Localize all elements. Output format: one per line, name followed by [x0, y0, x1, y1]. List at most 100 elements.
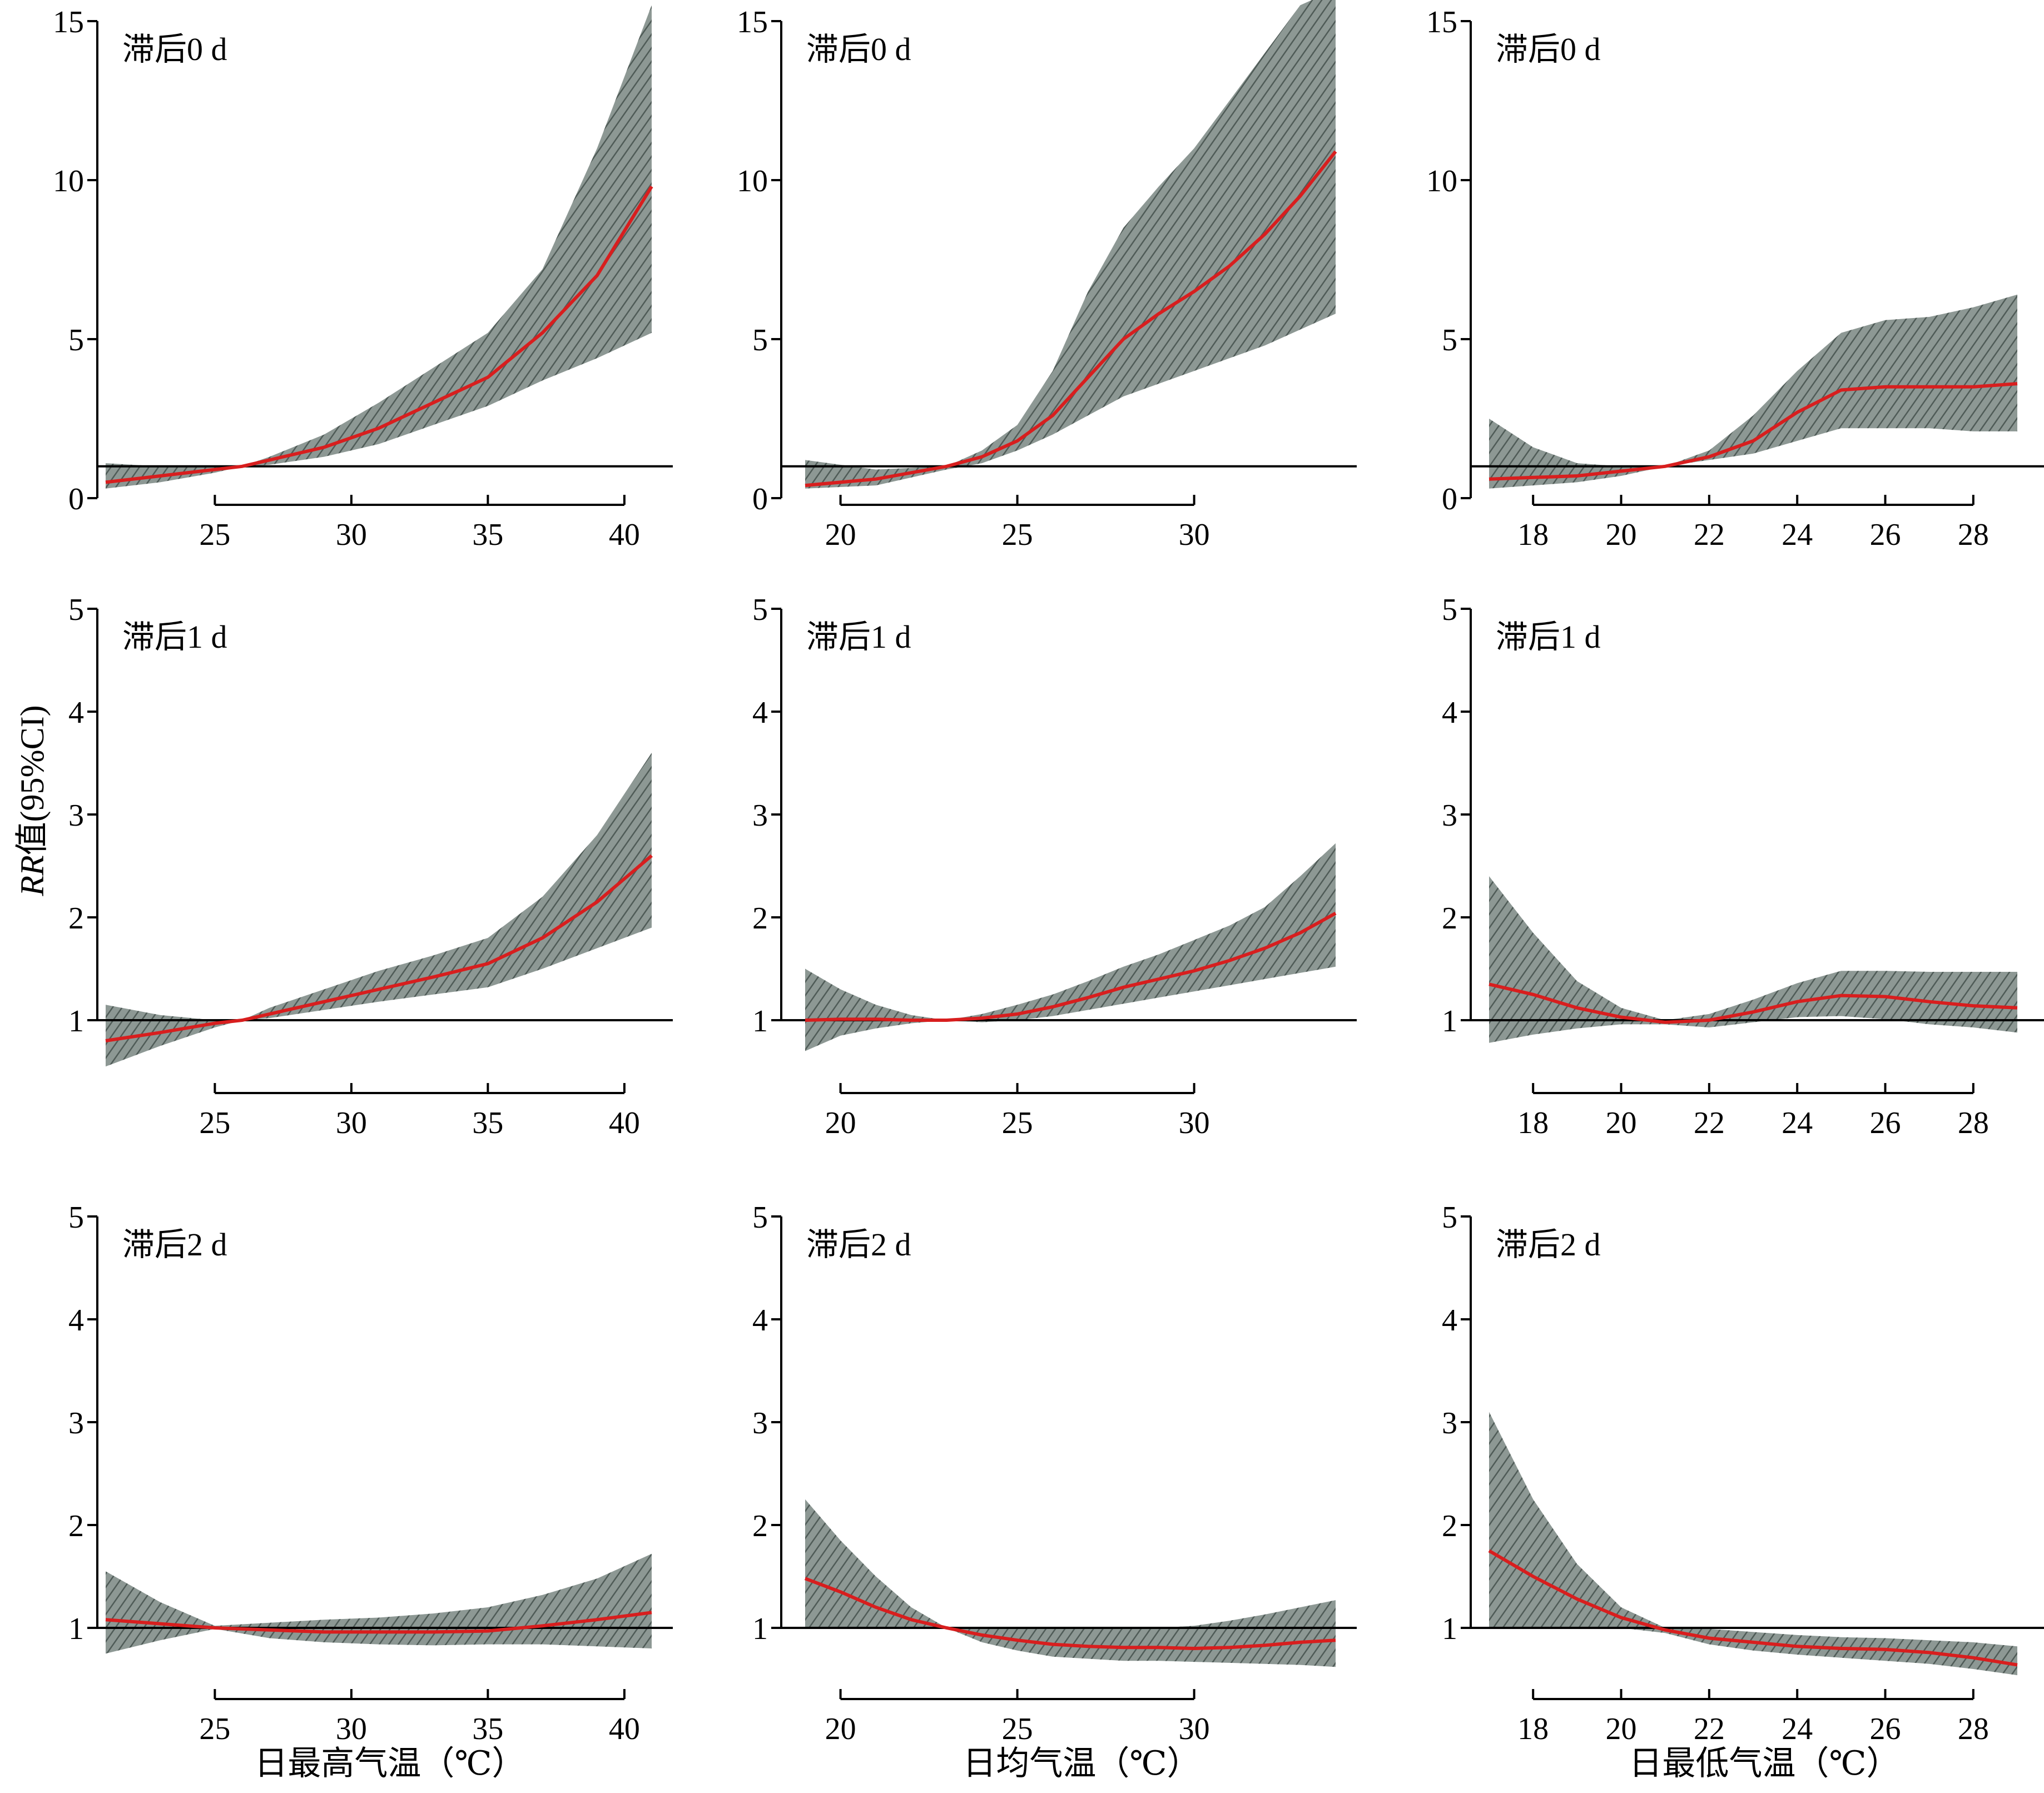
y-tick-label: 2 [1442, 1509, 1457, 1543]
x-tick-label: 24 [1782, 1106, 1813, 1140]
rr-curve [804, 1577, 1336, 1651]
y-tick-label: 2 [1442, 901, 1457, 936]
y-tick-label: 5 [752, 323, 768, 357]
y-tick-label: 15 [53, 5, 84, 39]
y-axis-title-suffix: 值(95%CI) [14, 705, 51, 855]
x-tick-label: 30 [336, 1106, 367, 1140]
rr-curve [105, 185, 653, 484]
x-tick-label: 35 [472, 518, 503, 552]
ci-band [805, 1499, 1336, 1667]
x-tick-label: 20 [825, 1712, 856, 1746]
y-tick-label: 3 [1442, 1406, 1457, 1441]
panel-lag-label: 滞后0 d [122, 31, 227, 67]
rr-curve [105, 1611, 652, 1634]
x-tick-label: 25 [1002, 1712, 1033, 1746]
x-tick-label: 18 [1517, 1712, 1549, 1746]
y-tick-label: 4 [1442, 696, 1457, 730]
x-tick-label: 35 [472, 1106, 503, 1140]
y-axis-title: RR值(95%CI) [14, 705, 51, 896]
x-tick-label: 28 [1958, 1712, 1989, 1746]
x-tick-label: 28 [1958, 1106, 1989, 1140]
x-tick-label: 20 [825, 1106, 856, 1140]
y-tick-label: 5 [1442, 323, 1457, 357]
y-tick-label: 5 [1442, 1200, 1457, 1235]
ci-band [106, 753, 652, 1067]
y-tick-label: 1 [752, 1612, 768, 1646]
x-tick-label: 26 [1870, 518, 1901, 552]
y-tick-label: 0 [68, 482, 84, 516]
ci-band [1489, 1412, 2017, 1676]
x-tick-label: 40 [609, 518, 640, 552]
x-tick-label: 20 [1606, 1106, 1637, 1140]
x-tick-label: 30 [336, 518, 367, 552]
x-axis-title: 日最低气温（℃） [1629, 1745, 1899, 1782]
panel-lag-label: 滞后2 d [806, 1226, 911, 1263]
ci-band [1489, 294, 2017, 489]
x-tick-label: 25 [199, 1106, 230, 1140]
panel-r0-c0: 0 5 10 15 25 30 35 40 滞后0 d [53, 5, 673, 552]
y-tick-label: 10 [53, 164, 84, 198]
y-axis-title-prefix: RR [14, 855, 51, 896]
y-tick-label: 10 [1426, 164, 1457, 198]
y-tick-label: 10 [737, 164, 768, 198]
y-tick-label: 2 [752, 901, 768, 936]
x-axis-titles: 日最高气温（℃） 日均气温（℃） 日最低气温（℃） [254, 1745, 1899, 1782]
x-tick-label: 20 [825, 518, 856, 552]
y-tick-label: 1 [1442, 1004, 1457, 1039]
x-tick-label: 30 [1179, 518, 1210, 552]
panel-lag-label: 滞后1 d [122, 619, 227, 655]
panel-lag-label: 滞后2 d [122, 1226, 227, 1263]
y-tick-label: 1 [1442, 1612, 1457, 1646]
y-tick-label: 2 [752, 1509, 768, 1543]
y-tick-label: 5 [68, 1200, 84, 1235]
y-tick-label: 5 [1442, 593, 1457, 627]
y-tick-label: 3 [68, 1406, 84, 1441]
y-tick-label: 0 [752, 482, 768, 516]
panel-lag-label: 滞后0 d [1496, 31, 1601, 67]
y-tick-label: 3 [1442, 798, 1457, 833]
y-tick-label: 3 [68, 798, 84, 833]
x-tick-label: 30 [1179, 1106, 1210, 1140]
y-tick-label: 3 [752, 798, 768, 833]
x-tick-label: 25 [1002, 1106, 1033, 1140]
x-tick-label: 22 [1694, 1712, 1725, 1746]
x-tick-label: 22 [1694, 518, 1725, 552]
x-tick-label: 18 [1517, 1106, 1549, 1140]
panel-r2-c0: 1 2 3 4 5 25 30 35 40 滞后2 d [68, 1200, 673, 1746]
x-tick-label: 28 [1958, 518, 1989, 552]
panel-lag-label: 滞后0 d [806, 31, 911, 67]
panel-lag-label: 滞后2 d [1496, 1226, 1601, 1263]
x-tick-label: 25 [1002, 518, 1033, 552]
x-tick-label: 24 [1782, 518, 1813, 552]
y-tick-label: 2 [68, 1509, 84, 1543]
x-tick-label: 35 [472, 1712, 503, 1746]
rr-curve [805, 911, 1337, 1022]
x-axis-title: 日最高气温（℃） [254, 1745, 525, 1782]
rr-curve [105, 854, 653, 1042]
y-tick-label: 4 [68, 696, 84, 730]
x-tick-label: 26 [1870, 1106, 1901, 1140]
rr-curve [1488, 1549, 2018, 1667]
ci-band [106, 1553, 652, 1654]
x-tick-label: 20 [1606, 518, 1637, 552]
panel-r1-c1: 1 2 3 4 5 20 25 30 滞后1 d [752, 593, 1357, 1140]
y-tick-label: 5 [68, 323, 84, 357]
panel-r0-c1: 0 5 10 15 20 25 30 滞后0 d [737, 0, 1357, 552]
y-tick-label: 15 [1426, 5, 1457, 39]
y-tick-label: 15 [737, 5, 768, 39]
x-tick-label: 30 [1179, 1712, 1210, 1746]
y-tick-label: 1 [752, 1004, 768, 1039]
y-tick-label: 4 [752, 696, 768, 730]
y-tick-label: 5 [752, 1200, 768, 1235]
panel-r1-c0: 1 2 3 4 5 25 30 35 40 滞后1 d [68, 593, 673, 1140]
panel-r2-c1: 1 2 3 4 5 20 25 30 滞后2 d [752, 1200, 1357, 1746]
x-tick-label: 40 [609, 1712, 640, 1746]
panel-r1-c2: 1 2 3 4 5 18 20 22 24 26 28 滞后1 d [1442, 593, 2044, 1140]
ci-band [805, 843, 1336, 1051]
y-tick-label: 4 [68, 1303, 84, 1338]
y-tick-label: 3 [752, 1406, 768, 1441]
ci-band [106, 5, 652, 489]
rr-curve [1489, 982, 2018, 1024]
